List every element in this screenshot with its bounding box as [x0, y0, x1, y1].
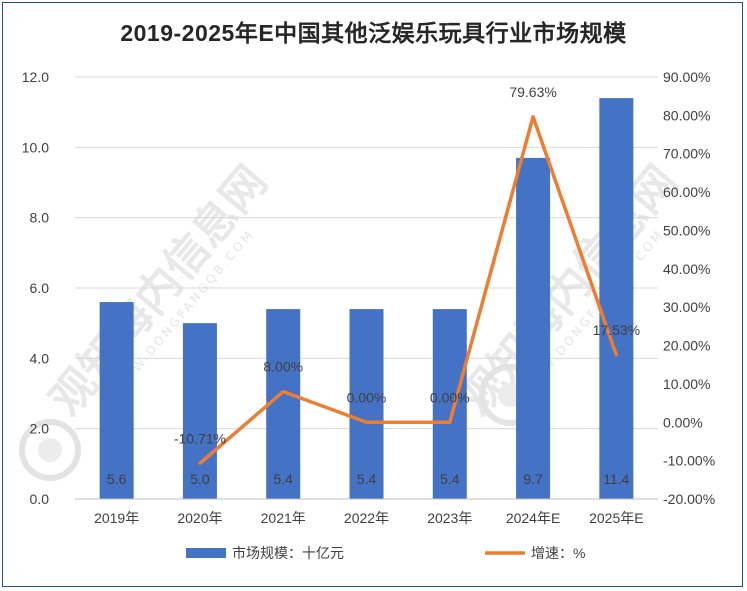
legend-label-bar: 市场规模：十亿元 [232, 545, 344, 561]
growth-value-label: 0.00% [430, 389, 470, 405]
y-left-tick-label: 6.0 [30, 280, 50, 296]
data-labels: 5.6 5.0 5.4 5.4 5.4 9.7 11.4 -10.71% 8.00% 0.00% 0… [107, 84, 640, 487]
bar [432, 309, 467, 499]
growth-point [365, 420, 368, 424]
growth-value-label: 0.00% [347, 389, 387, 405]
bar [599, 98, 634, 499]
legend-label-line: 增速：% [531, 545, 585, 561]
growth-point [281, 390, 285, 394]
bar-value-label: 5.4 [357, 471, 377, 487]
y-left-tick-label: 10.0 [22, 139, 49, 155]
y-right-tick-label: -20.00% [663, 491, 715, 507]
x-tick-label: 2024年E [506, 510, 560, 526]
bar-value-label: 5.4 [440, 471, 460, 487]
y-right-tick-label: 30.00% [663, 299, 710, 315]
bar [182, 323, 217, 499]
y-left-tick-label: 8.0 [30, 210, 50, 226]
growth-line [198, 115, 619, 465]
y-right-tick-label: 40.00% [663, 261, 710, 277]
bar-series [99, 98, 634, 499]
y-left-tick-label: 4.0 [30, 350, 50, 366]
y-left-tick-label: 12.0 [22, 69, 49, 85]
bar [516, 157, 551, 499]
growth-value-label: 8.00% [263, 359, 303, 375]
watermark-logo-dot [498, 383, 522, 407]
watermark-logo-icon [19, 419, 81, 481]
y-right-tick-label: 20.00% [663, 338, 710, 354]
axes: 0.0 2.0 4.0 6.0 8.0 10.0 12.0 -20.00% -10.00% 0.0… [22, 69, 715, 526]
y-left-tick-label: 2.0 [30, 421, 50, 437]
watermark-logo-ring [19, 419, 81, 481]
bar [349, 309, 384, 499]
chart-title: 2019-2025年E中国其他泛娱乐玩具行业市场规模 [120, 20, 627, 46]
bar-value-label: 5.6 [107, 471, 127, 487]
y-right-tick-label: 60.00% [663, 184, 710, 200]
x-tick-label: 2019年 [94, 510, 139, 526]
x-tick-label: 2021年 [261, 510, 306, 526]
y-right-tick-label: 90.00% [663, 69, 710, 85]
growth-point [198, 461, 202, 465]
bar-value-label: 5.4 [273, 471, 293, 487]
watermark-text: 观知海内信息网 [40, 156, 277, 425]
bar-value-label: 9.7 [523, 471, 543, 487]
x-tick-label: 2023年 [427, 510, 472, 526]
x-tick-label: 2022年 [344, 510, 389, 526]
legend-swatch-bar [186, 548, 226, 558]
growth-point [614, 353, 618, 357]
y-right-tick-label: -10.00% [663, 453, 715, 469]
watermark-logo-dot [38, 438, 62, 462]
growth-point [448, 420, 452, 424]
bar [266, 309, 301, 499]
growth-point [531, 115, 535, 119]
y-right-tick-label: 10.00% [663, 376, 710, 392]
legend: 市场规模：十亿元 增速：% [186, 545, 585, 561]
bar-value-label: 11.4 [603, 471, 629, 487]
line-series [198, 115, 619, 465]
bar-value-label: 5.0 [190, 471, 210, 487]
growth-value-label: 79.63% [509, 84, 556, 100]
y-right-tick-label: 50.00% [663, 222, 710, 238]
bar [99, 302, 134, 499]
x-tick-label: 2025年E [589, 510, 643, 526]
y-right-tick-label: 80.00% [663, 107, 710, 123]
y-right-tick-label: 70.00% [663, 146, 710, 162]
x-tick-label: 2020年 [177, 510, 222, 526]
growth-value-label: 17.53% [593, 322, 640, 338]
y-right-tick-label: 0.00% [663, 414, 703, 430]
y-left-tick-label: 0.0 [30, 491, 50, 507]
growth-value-label: -10.71% [174, 430, 226, 446]
